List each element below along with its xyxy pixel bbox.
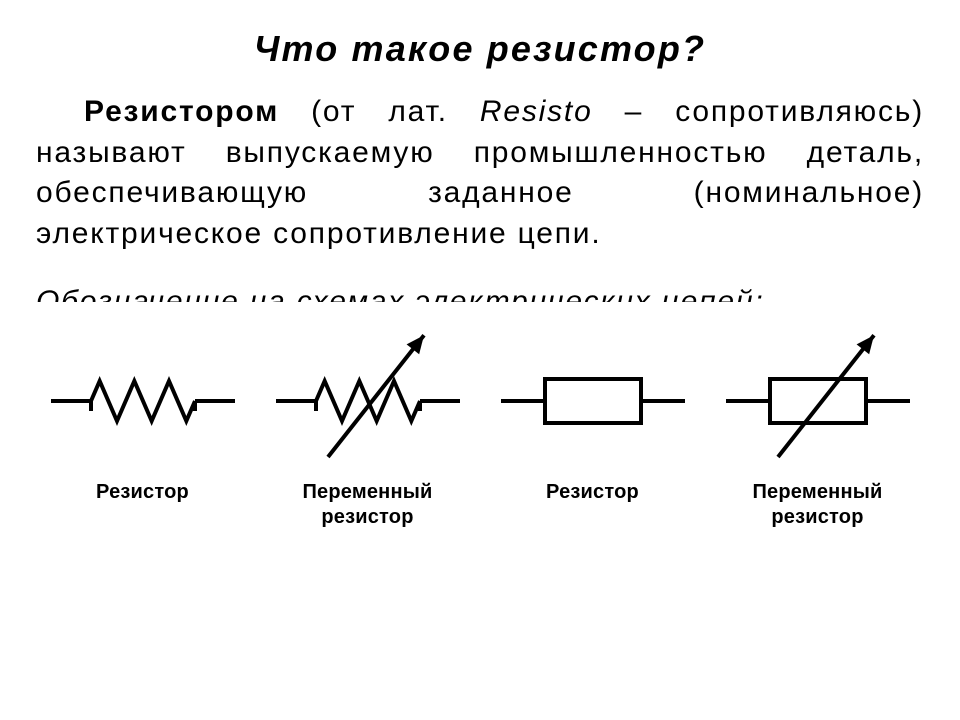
symbol-rect-variable: Переменный резистор: [718, 324, 918, 530]
symbol-label-line1: Резистор: [546, 481, 639, 503]
symbols-row: Резистор Переменный резистор Резистор Пе…: [30, 324, 930, 530]
symbol-label-line1: Резистор: [96, 481, 189, 503]
definition-part-a: (от лат.: [279, 95, 480, 128]
symbol-label-line1: Переменный: [752, 481, 882, 503]
symbol-label-line1: Переменный: [302, 481, 432, 503]
definition-lead: Резистором: [84, 95, 279, 128]
symbol-zigzag-variable: Переменный резистор: [268, 324, 468, 530]
symbol-label: Переменный резистор: [752, 480, 882, 530]
definition-paragraph: Резистором (от лат. Resisto – сопротивля…: [30, 92, 930, 254]
symbol-rect: Резистор: [493, 324, 693, 505]
symbol-label: Резистор: [96, 480, 189, 505]
symbol-zigzag: Резистор: [43, 324, 243, 505]
symbol-label: Переменный резистор: [302, 480, 432, 530]
page-title: Что такое резистор?: [30, 28, 930, 70]
resistor-zigzag-variable-icon: [268, 324, 468, 464]
subline-text: Обозначение на схемах электрических цепе…: [36, 285, 765, 302]
definition-latin: Resisto: [480, 95, 593, 128]
resistor-rect-variable-icon: [718, 324, 918, 464]
symbol-label: Резистор: [546, 480, 639, 505]
symbol-label-line2: резистор: [321, 506, 413, 528]
resistor-zigzag-icon: [43, 324, 243, 464]
subline-clipped: Обозначение на схемах электрических цепе…: [30, 268, 930, 302]
resistor-rect-icon: [493, 324, 693, 464]
symbol-label-line2: резистор: [771, 506, 863, 528]
